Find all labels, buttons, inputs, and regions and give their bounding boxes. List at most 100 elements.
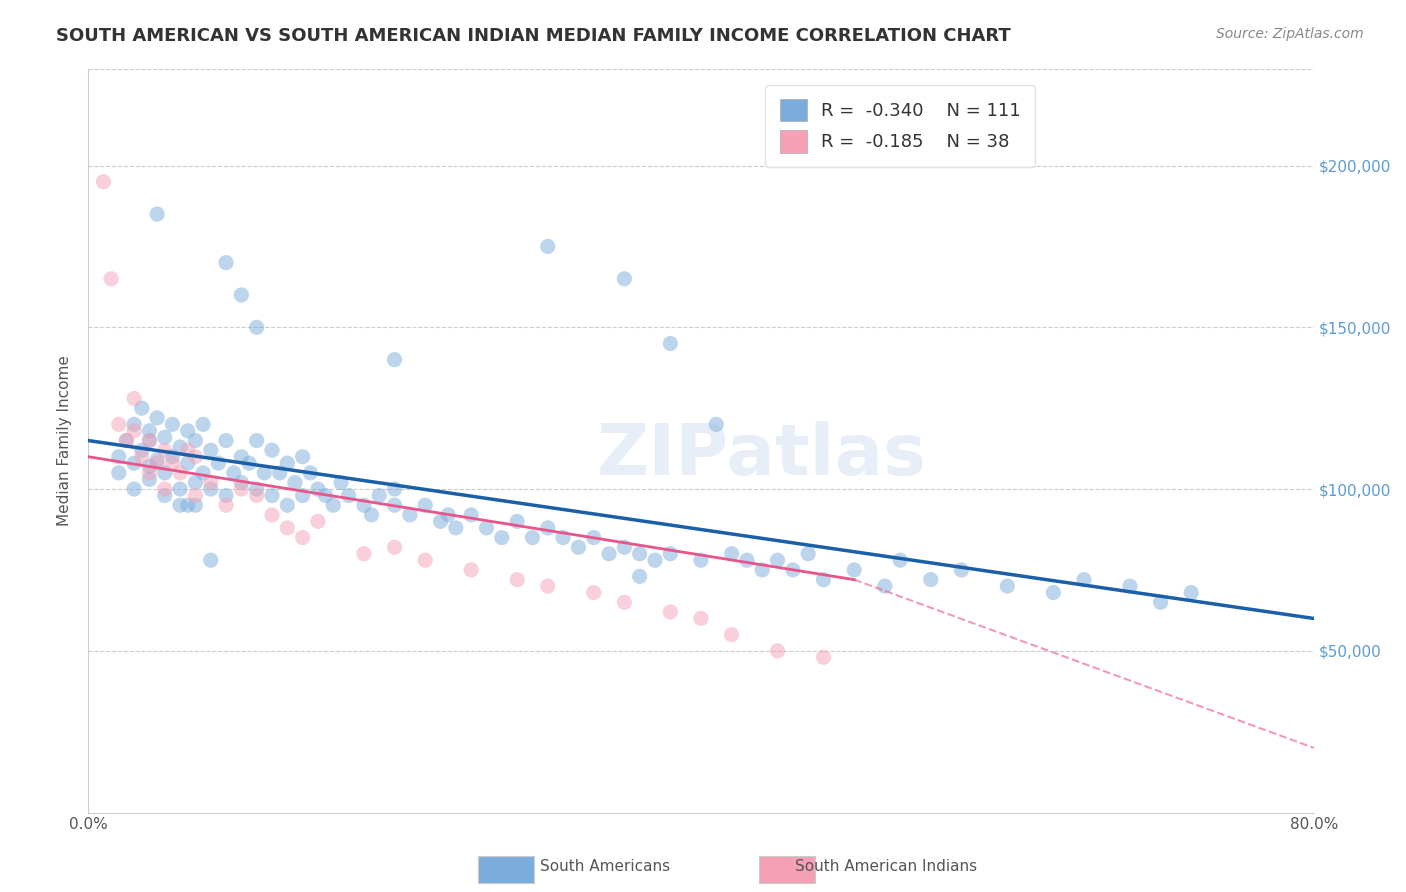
Point: [766, 553, 789, 567]
Point: [797, 547, 820, 561]
Point: [200, 475, 222, 490]
Point: [131, 401, 153, 416]
Point: [146, 410, 169, 425]
Point: [169, 440, 191, 454]
Point: [138, 472, 160, 486]
Point: [177, 498, 200, 512]
Point: [766, 644, 789, 658]
Point: [276, 521, 298, 535]
Point: [537, 521, 560, 535]
Point: [844, 563, 866, 577]
Point: [153, 489, 176, 503]
Point: [537, 239, 560, 253]
Point: [200, 553, 222, 567]
Point: [329, 475, 352, 490]
Point: [184, 489, 207, 503]
Point: [995, 579, 1018, 593]
Point: [307, 515, 329, 529]
Point: [537, 579, 560, 593]
Point: [889, 553, 911, 567]
Point: [613, 272, 636, 286]
Point: [131, 443, 153, 458]
Point: [215, 498, 238, 512]
Point: [146, 207, 169, 221]
Point: [246, 434, 269, 448]
Point: [138, 466, 160, 480]
Point: [1073, 573, 1095, 587]
Point: [920, 573, 942, 587]
Point: [153, 430, 176, 444]
Point: [107, 450, 129, 464]
Point: [337, 489, 360, 503]
Point: [260, 489, 283, 503]
Point: [1042, 585, 1064, 599]
Point: [613, 595, 636, 609]
Point: [146, 456, 169, 470]
Point: [582, 531, 605, 545]
Point: [460, 563, 482, 577]
Point: [284, 475, 307, 490]
Point: [551, 531, 574, 545]
Point: [506, 573, 529, 587]
Point: [429, 515, 451, 529]
Point: [873, 579, 896, 593]
Point: [153, 466, 176, 480]
Point: [184, 450, 207, 464]
Point: [950, 563, 973, 577]
Point: [153, 482, 176, 496]
Point: [169, 482, 191, 496]
Point: [122, 417, 145, 432]
Point: [146, 453, 169, 467]
Point: [598, 547, 620, 561]
Point: [93, 175, 115, 189]
Point: [368, 489, 391, 503]
Point: [291, 489, 314, 503]
Point: [291, 450, 314, 464]
Point: [231, 482, 253, 496]
Point: [184, 434, 207, 448]
Point: [222, 466, 245, 480]
Point: [122, 392, 145, 406]
Point: [582, 585, 605, 599]
Point: [131, 450, 153, 464]
Point: [200, 482, 222, 496]
Point: [690, 553, 713, 567]
Point: [162, 417, 184, 432]
Text: SOUTH AMERICAN VS SOUTH AMERICAN INDIAN MEDIAN FAMILY INCOME CORRELATION CHART: SOUTH AMERICAN VS SOUTH AMERICAN INDIAN …: [56, 27, 1011, 45]
Point: [122, 424, 145, 438]
Point: [107, 466, 129, 480]
Point: [291, 531, 314, 545]
Point: [276, 498, 298, 512]
Point: [522, 531, 544, 545]
Point: [138, 424, 160, 438]
Point: [153, 443, 176, 458]
Point: [260, 443, 283, 458]
Point: [115, 434, 138, 448]
Point: [704, 417, 727, 432]
Point: [107, 417, 129, 432]
Text: South Americans: South Americans: [540, 859, 669, 874]
Point: [444, 521, 467, 535]
Point: [475, 521, 498, 535]
Point: [399, 508, 422, 522]
Point: [162, 456, 184, 470]
Legend: R =  -0.340    N = 111, R =  -0.185    N = 38: R = -0.340 N = 111, R = -0.185 N = 38: [765, 85, 1035, 167]
Point: [567, 541, 589, 555]
Point: [215, 434, 238, 448]
Point: [1180, 585, 1202, 599]
Point: [177, 424, 200, 438]
Point: [384, 498, 406, 512]
Point: [322, 498, 344, 512]
Point: [384, 541, 406, 555]
Point: [437, 508, 460, 522]
Point: [122, 456, 145, 470]
Point: [613, 541, 636, 555]
Point: [659, 336, 682, 351]
Point: [735, 553, 758, 567]
Y-axis label: Median Family Income: Median Family Income: [58, 355, 72, 526]
Text: ZIPatlas: ZIPatlas: [598, 421, 928, 490]
Point: [1119, 579, 1142, 593]
Point: [659, 547, 682, 561]
Text: South American Indians: South American Indians: [794, 859, 977, 874]
Text: Source: ZipAtlas.com: Source: ZipAtlas.com: [1216, 27, 1364, 41]
